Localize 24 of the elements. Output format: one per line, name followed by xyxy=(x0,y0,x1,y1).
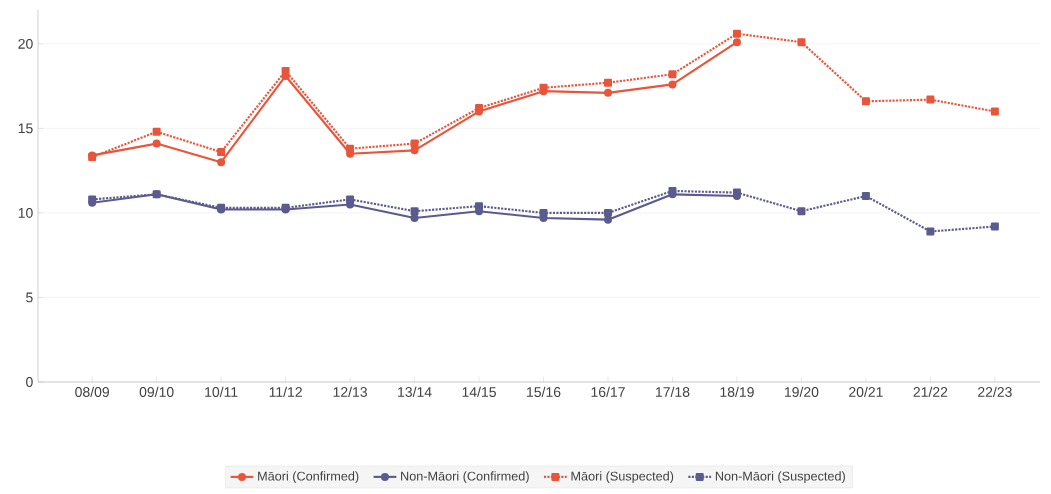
x-tick-label: 20/21 xyxy=(849,386,883,397)
x-tick-label: 16/17 xyxy=(591,386,625,397)
legend-label: Māori (Confirmed) xyxy=(258,471,359,484)
x-tick-label: 13/14 xyxy=(398,386,432,397)
legend-label: Non-Māori (Suspected) xyxy=(715,471,845,484)
legend-label: Non-Māori (Confirmed) xyxy=(401,471,529,484)
y-tick-label: 5 xyxy=(26,292,33,303)
x-tick-label: 10/11 xyxy=(205,386,238,397)
x-tick-label: 11/12 xyxy=(269,386,302,397)
x-tick-label: 19/20 xyxy=(784,386,819,397)
x-tick-label: 12/13 xyxy=(333,386,367,397)
legend-label: Māori (Suspected) xyxy=(571,471,674,484)
x-tick-label: 14/15 xyxy=(462,386,496,397)
x-tick-label: 21/22 xyxy=(913,386,948,397)
x-tick-label: 22/23 xyxy=(978,386,1012,397)
y-tick-label: 20 xyxy=(18,38,33,49)
x-tick-label: 17/18 xyxy=(656,386,690,397)
x-tick-label: 15/16 xyxy=(527,386,561,397)
y-tick-label: 0 xyxy=(26,377,33,387)
x-tick-label: 18/19 xyxy=(720,386,754,397)
y-tick-label: 15 xyxy=(18,123,33,134)
y-tick-label: 10 xyxy=(18,207,33,218)
x-tick-label: 08/09 xyxy=(75,386,109,397)
x-tick-label: 09/10 xyxy=(139,386,174,397)
